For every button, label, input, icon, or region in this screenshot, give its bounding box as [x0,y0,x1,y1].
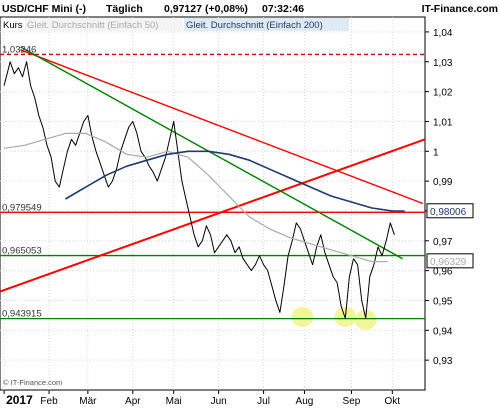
level-label: 0,943915 [2,309,42,320]
header-time: 07:32:46 [262,3,304,15]
trendlines [0,46,426,293]
legend-sma50-box [25,18,183,31]
legend-kurs: Kurs [3,20,23,31]
current-value-box [426,253,474,269]
x-tick-label: Okt [385,396,401,407]
x-tick-label: Mai [166,396,182,407]
horizontal-levels [0,53,425,320]
x-tick-label-year: 2017 [6,393,33,407]
level-label: 0,965053 [2,246,42,257]
x-tick-label: Apr [125,396,141,407]
sma200-line [64,150,405,212]
x-tick-label: Aug [296,396,314,407]
legend-sma50: Gleit. Durchschnitt (Einfach 50) [27,20,158,31]
grid [0,17,425,390]
header-instrument: USD/CHF Mini (-) [2,3,86,15]
y-tick-label: 0,94 [433,326,453,337]
header-change: (+0,08%) [205,3,248,15]
y-tick-label: 1,04 [433,28,453,39]
green-trend-line [20,46,403,260]
downtrend-red-line [20,49,424,205]
y-tick-label: 1 [433,147,439,158]
y-tick-label: 1,03 [433,58,453,69]
y-tick-label: 0,99 [433,177,453,188]
x-tick-label: Jul [257,396,270,407]
header-last-value: 0,97127 [164,3,202,15]
x-axis: 2017 Feb Mär Apr Mai Jun Jul Aug Sep Okt [3,390,401,407]
x-tick-label: Jun [211,396,227,407]
y-tick-label: 0,97 [433,237,453,248]
y-axis: 1,041,031,021,0110,990,980,970,960,950,9… [425,28,453,367]
current-value-label: 0,98006 [430,207,467,218]
uptrend-red-line [0,138,426,293]
level-labels: 1,03246 0,979549 0,965053 0,943915 [2,44,42,319]
current-value-labels: 0,98006 0,96329 [426,203,474,269]
current-value-box [426,203,474,219]
y-tick-label: 0,95 [433,296,453,307]
y-tick-label: 1,01 [433,117,453,128]
copyright: © IT-Finance.com [3,378,62,387]
series [3,61,405,319]
y-tick-label: 0,96 [433,267,453,278]
x-tick-label: Sep [343,396,361,407]
current-value-label: 0,96329 [430,257,467,268]
legend-sma200: Gleit. Durchschnitt (Einfach 200) [186,20,323,31]
legend-sma200-box [184,18,349,31]
legend-kurs-box [1,18,24,31]
header-brand: IT-Finance.com [422,3,498,15]
support-highlight [291,306,314,327]
plot-frame [0,16,426,391]
level-label: 1,03246 [2,44,36,55]
x-tick-label: Feb [40,396,58,407]
price-line [3,61,395,319]
level-label: 0,979549 [2,202,42,213]
y-tick-label: 1,02 [433,88,453,99]
header-interval: Täglich [106,3,143,15]
sma50-line [4,132,389,263]
y-tick-label: 0,93 [433,356,453,367]
x-tick-label: Mär [79,396,97,407]
support-highlight [354,309,377,330]
